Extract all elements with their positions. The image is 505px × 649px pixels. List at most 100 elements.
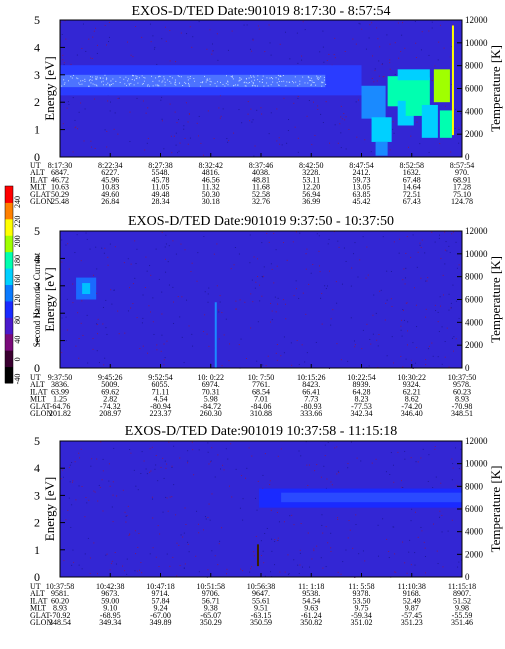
noise-pixel <box>61 239 63 241</box>
noise-pixel <box>72 151 74 153</box>
noise-pixel <box>434 448 436 450</box>
band-speckle <box>158 80 160 82</box>
noise-pixel <box>160 99 162 101</box>
noise-pixel <box>442 566 444 568</box>
noise-pixel <box>420 526 422 528</box>
noise-pixel <box>434 104 436 106</box>
noise-pixel <box>288 119 290 121</box>
noise-pixel <box>307 532 309 534</box>
y2-tick-label: 8000 <box>465 481 484 491</box>
noise-pixel <box>261 113 263 115</box>
noise-pixel <box>221 527 223 529</box>
noise-pixel <box>421 239 423 241</box>
noise-pixel <box>252 38 254 40</box>
colorbar-segment <box>5 202 13 220</box>
noise-pixel <box>129 287 131 289</box>
noise-pixel <box>300 523 302 525</box>
band-speckle <box>104 74 106 76</box>
noise-pixel <box>190 271 192 273</box>
noise-pixel <box>306 115 308 117</box>
noise-pixel <box>70 63 72 65</box>
noise-pixel <box>437 321 439 323</box>
row-label: UT <box>30 161 41 170</box>
noise-pixel <box>173 135 175 137</box>
noise-pixel <box>255 535 257 537</box>
noise-pixel <box>336 343 338 345</box>
noise-pixel <box>130 54 132 56</box>
noise-pixel <box>200 142 202 144</box>
noise-pixel <box>318 235 320 237</box>
noise-pixel <box>74 119 76 121</box>
noise-pixel <box>285 31 287 33</box>
noise-pixel <box>302 292 304 294</box>
noise-pixel <box>417 251 419 253</box>
table-cell: 4.54 <box>154 395 168 404</box>
noise-pixel <box>258 28 260 30</box>
y-tick-label: 5 <box>34 434 40 448</box>
noise-pixel <box>274 541 276 543</box>
band-speckle <box>95 76 97 78</box>
noise-pixel <box>276 265 278 267</box>
noise-pixel <box>414 287 416 289</box>
noise-pixel <box>110 101 112 103</box>
band-speckle <box>124 83 126 85</box>
band-speckle <box>125 76 127 78</box>
noise-pixel <box>439 296 441 298</box>
noise-pixel <box>235 468 237 470</box>
table-cell: 1632. <box>403 168 421 177</box>
band-speckle <box>317 78 319 80</box>
noise-pixel <box>304 361 306 363</box>
noise-pixel <box>259 300 261 302</box>
band-speckle <box>78 82 80 84</box>
noise-pixel <box>220 115 222 117</box>
noise-pixel <box>218 543 220 545</box>
table-cell: 6055. <box>152 380 170 389</box>
noise-pixel <box>168 284 170 286</box>
table-cell: 10:56:38 <box>247 582 275 591</box>
noise-pixel <box>321 323 323 325</box>
noise-pixel <box>266 527 268 529</box>
noise-pixel <box>104 24 106 26</box>
y-tick-label: 5 <box>34 224 40 238</box>
noise-pixel <box>184 507 186 509</box>
colorbar-segment <box>5 268 13 285</box>
noise-pixel <box>370 151 372 153</box>
noise-pixel <box>316 233 318 235</box>
noise-pixel <box>285 318 287 320</box>
noise-pixel <box>378 60 380 62</box>
noise-pixel <box>175 253 177 255</box>
noise-pixel <box>76 54 78 56</box>
noise-pixel <box>446 327 448 329</box>
noise-pixel <box>99 486 101 488</box>
band-speckle <box>216 85 218 87</box>
noise-pixel <box>187 543 189 545</box>
noise-pixel <box>427 277 429 279</box>
noise-pixel <box>152 547 154 549</box>
noise-pixel <box>63 62 65 64</box>
noise-pixel <box>274 539 276 541</box>
spectrogram-panel-2: EXOS-D/TED Date:901019 9:37:50 - 10:37:5… <box>30 214 503 418</box>
noise-pixel <box>250 293 252 295</box>
y2-tick-label: 12000 <box>465 226 488 236</box>
table-cell: 30.18 <box>202 197 220 206</box>
noise-pixel <box>249 120 251 122</box>
noise-pixel <box>257 25 259 27</box>
noise-pixel <box>226 568 228 570</box>
noise-pixel <box>165 496 167 498</box>
noise-pixel <box>295 288 297 290</box>
noise-pixel <box>337 517 339 519</box>
noise-pixel <box>277 303 279 305</box>
noise-pixel <box>217 59 219 61</box>
noise-pixel <box>67 243 69 245</box>
band-speckle <box>245 77 247 79</box>
band-speckle <box>270 77 272 79</box>
band-speckle <box>135 75 137 77</box>
ephemeris-table: UTALTILATMLTGLATGLON9:37:503836.63.991.2… <box>30 373 476 418</box>
noise-pixel <box>72 302 74 304</box>
band-speckle <box>91 79 93 81</box>
noise-pixel <box>283 352 285 354</box>
noise-pixel <box>134 570 136 572</box>
noise-pixel <box>212 50 214 52</box>
table-cell: 59.73 <box>353 175 371 184</box>
noise-pixel <box>134 530 136 532</box>
